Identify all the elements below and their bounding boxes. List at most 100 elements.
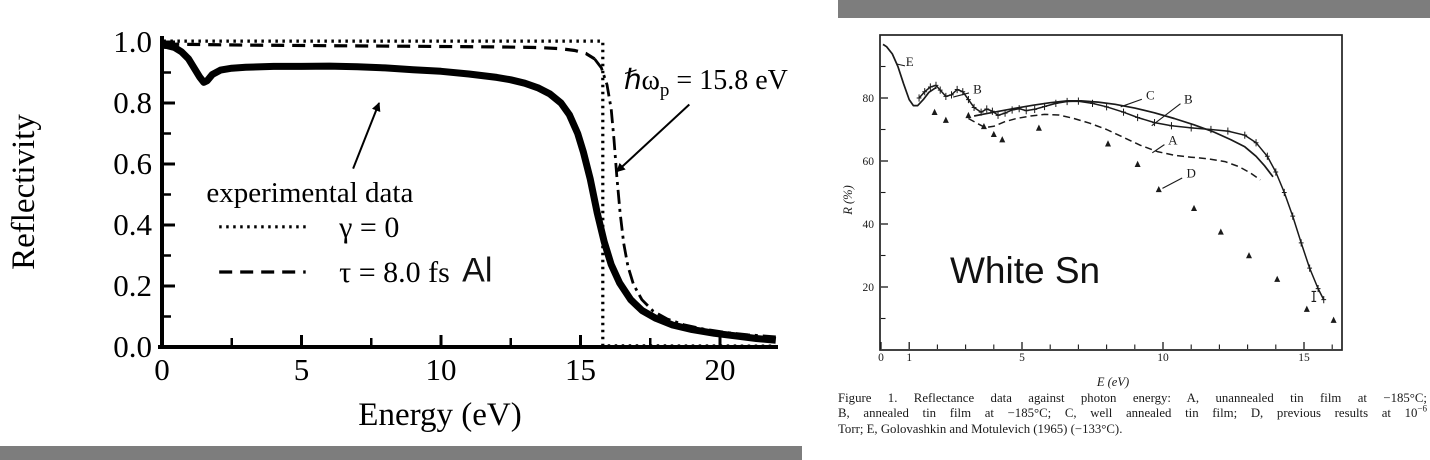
curve-B-marker — [966, 95, 971, 104]
y-tick-label: 0.8 — [113, 85, 152, 120]
caption-line-2-text: B, annealed tin film at −185°C; C, well … — [838, 406, 1418, 421]
curve-D-points-marker — [1155, 185, 1162, 193]
end-error-bar — [1311, 290, 1317, 303]
curve-B-marker — [1253, 139, 1259, 147]
curve-B-marker — [937, 86, 943, 94]
x-tick-label: 5 — [294, 352, 310, 387]
curve-B-marker — [1032, 105, 1038, 113]
curve-B-marker — [995, 111, 1001, 119]
y-tick-label: 0.2 — [113, 268, 152, 303]
curve-D-points-marker — [1105, 140, 1112, 147]
curve-D-points-marker — [999, 136, 1006, 143]
series-experimental — [161, 41, 777, 344]
curve-B-marker — [1290, 212, 1296, 220]
curve-label-leader-B — [1151, 103, 1181, 127]
curve-B-marker — [1104, 103, 1109, 111]
caption-line-3: Torr; E, Golovashkin and Motulevich (196… — [838, 421, 1123, 436]
y-tick-label: 80 — [863, 93, 875, 105]
curve-B-marker — [1281, 188, 1287, 197]
material-label: White Sn — [950, 250, 1100, 291]
curve-label-leader-C — [1120, 98, 1143, 108]
curve-label-B: B — [1184, 91, 1193, 106]
curve-B-marker — [949, 91, 954, 99]
y-tick-label: 40 — [863, 219, 875, 231]
curve-B-marker — [927, 83, 933, 91]
curve-B-marker — [984, 105, 990, 113]
curve-B-marker — [1188, 124, 1194, 132]
curve-B-marker — [1169, 122, 1174, 130]
curve-D-points-marker — [1330, 316, 1337, 323]
curve-B-marker — [1264, 152, 1270, 160]
curve-B-marker — [1135, 113, 1141, 122]
curve-B-marker — [1273, 168, 1279, 176]
curve-B-marker — [922, 88, 928, 96]
top-right-gray-bar — [838, 0, 1430, 18]
x-tick-label: 15 — [1298, 352, 1310, 364]
series-curve-C — [973, 99, 1274, 178]
x-tick-label: 1 — [906, 352, 912, 364]
y-tick-label: 0.0 — [113, 329, 152, 364]
curve-label-leader-A — [1151, 144, 1165, 154]
curve-B-marker — [1307, 264, 1313, 272]
curve-B-marker — [1023, 107, 1029, 115]
al-reflectivity-chart: 0 5 10 15 20 0.0 0.2 0.4 0.6 0.8 1.0 Energy (eV) Ref… — [6, 24, 788, 433]
bottom-left-gray-bar — [0, 446, 802, 460]
curve-label-leader-B — [953, 92, 970, 98]
curve-D-points-marker — [1134, 160, 1141, 167]
plasma-frequency-label-arrow — [616, 103, 690, 173]
curve-B-marker — [933, 81, 939, 89]
x-tick-label: 0 — [878, 352, 884, 364]
y-tick-label: 0.4 — [113, 207, 152, 242]
x-tick-label: 15 — [565, 352, 596, 387]
x-tick-label: 0 — [154, 352, 170, 387]
curve-B-marker — [989, 107, 995, 115]
curve-label-C: C — [1146, 87, 1155, 102]
curve-D-points-marker — [931, 108, 938, 115]
experimental-data-label-arrow — [352, 102, 381, 169]
curve-label-B: B — [973, 81, 982, 96]
curve-D-points-marker — [1035, 124, 1042, 131]
curve-B-marker — [1321, 296, 1327, 304]
plasma-frequency-label: ℏωp = 15.8 eV — [624, 65, 788, 101]
curve-B-marker — [971, 103, 977, 112]
legend-label: τ = 8.0 fs — [339, 256, 450, 289]
curve-D-points-marker — [1274, 275, 1281, 282]
curve-D-points-marker — [1303, 305, 1310, 312]
caption-line-2: B, annealed tin film at −185°C; C, well … — [838, 405, 1427, 421]
curve-D-points-marker — [942, 116, 949, 123]
curve-B-marker — [1053, 99, 1059, 107]
series-curve-A — [968, 113, 1261, 181]
x-axis-title: Energy (eV) — [358, 397, 521, 433]
series-curve-E — [882, 43, 937, 107]
caption-line-1: Figure 1. Reflectance data against photo… — [838, 391, 1427, 405]
x-tick-label: 20 — [705, 352, 736, 387]
curve-D-points-marker — [1217, 228, 1224, 235]
y-tick-label: 1.0 — [113, 24, 152, 59]
curve-label-E: E — [906, 54, 914, 69]
curve-label-leader-D — [1162, 177, 1183, 189]
plot-frame — [879, 34, 1343, 351]
curve-B-marker — [954, 85, 960, 94]
curve-D-points-marker — [1246, 252, 1253, 259]
legend-label: γ = 0 — [338, 211, 399, 244]
y-axis-title: R (%) — [841, 185, 855, 216]
curve-D-points-marker — [1191, 204, 1198, 212]
curve-B-marker — [1121, 108, 1126, 116]
y-tick-label: 20 — [863, 282, 875, 294]
curve-B-marker — [1242, 131, 1248, 139]
curve-B-marker — [1298, 239, 1304, 247]
curve-B-marker — [943, 92, 949, 101]
curve-B-marker — [1315, 284, 1321, 293]
series-tau-model-drop — [593, 57, 776, 339]
y-tick-label: 0.6 — [113, 146, 152, 181]
x-axis-title: E (eV) — [1096, 375, 1129, 389]
y-tick-label: 60 — [863, 156, 875, 168]
curve-label-leader-E — [896, 63, 906, 67]
x-tick-label: 5 — [1019, 352, 1025, 364]
x-tick-label: 10 — [1157, 352, 1169, 364]
curve-D-points-marker — [990, 130, 997, 138]
experimental-data-label: experimental data — [206, 177, 413, 209]
curve-label-D: D — [1187, 166, 1196, 181]
curve-D-points-marker — [965, 111, 972, 119]
